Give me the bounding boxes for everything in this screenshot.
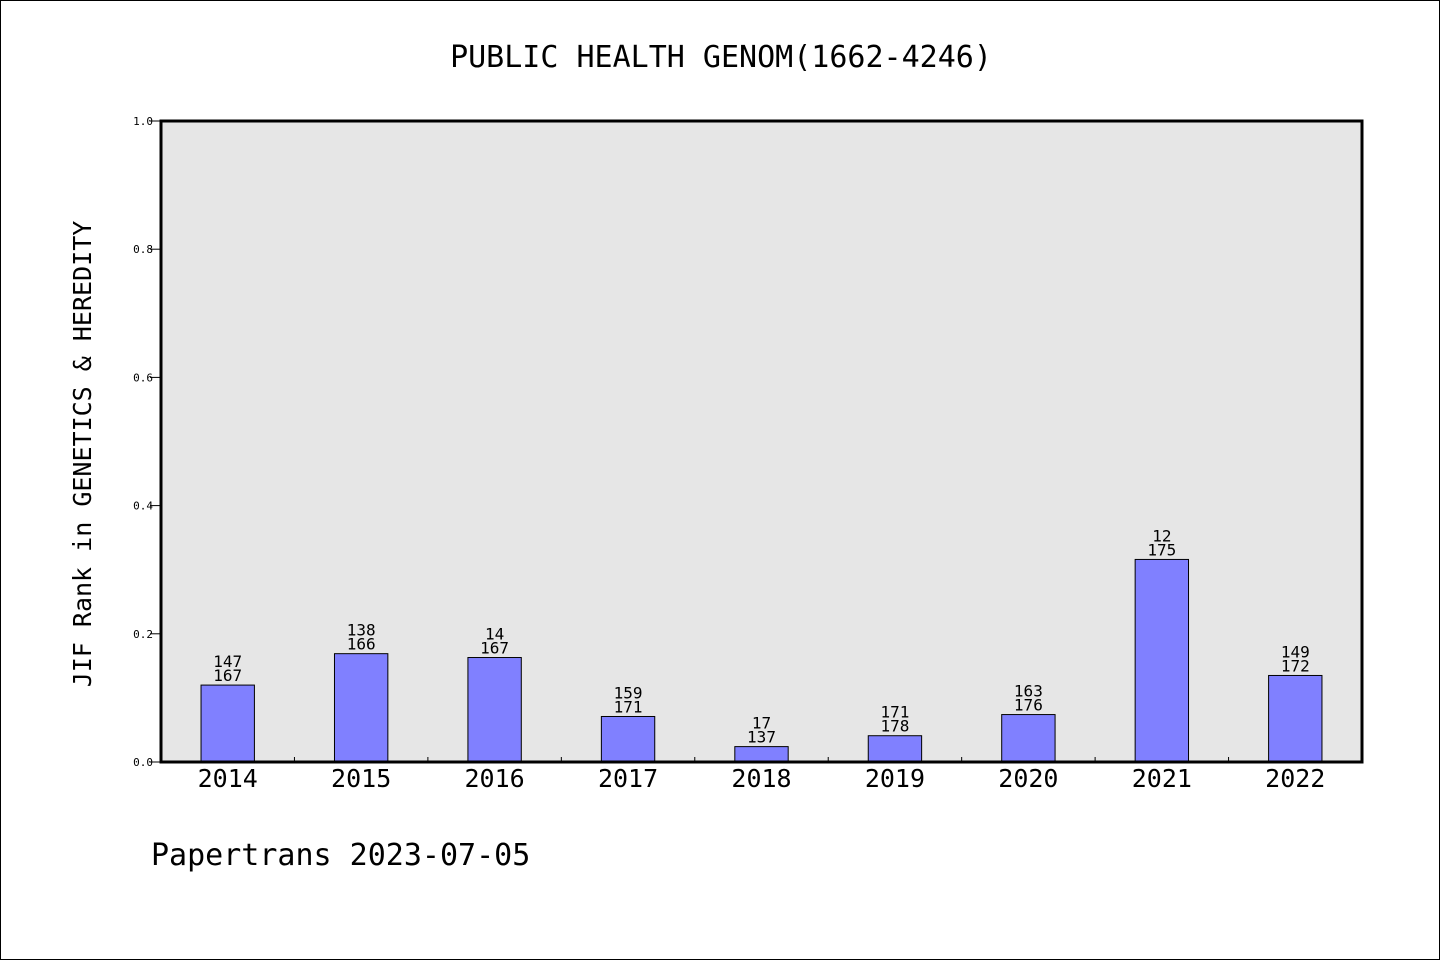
x-tick-label: 2020 <box>998 764 1058 793</box>
footer-text: Papertrans 2023-07-05 <box>151 838 530 873</box>
x-tick-label: 2017 <box>598 764 658 793</box>
x-tick-label: 2014 <box>198 764 258 793</box>
x-tick-label: 2015 <box>331 764 391 793</box>
bar <box>734 746 789 763</box>
data-label-rank: 159 <box>614 683 643 702</box>
x-tick-label: 2018 <box>731 764 791 793</box>
y-axis-label: JIF Rank in GENETICS & HEREDITY <box>68 221 97 688</box>
bar <box>467 657 522 763</box>
y-tick-label: 0.6 <box>133 371 153 384</box>
bar-series <box>200 558 1323 763</box>
bar <box>1001 714 1056 763</box>
plot-frame <box>159 119 1364 764</box>
bar <box>1134 558 1190 763</box>
data-label-rank: 149 <box>1281 642 1310 661</box>
data-label-rank: 171 <box>880 703 909 722</box>
data-label-total: 167 <box>213 666 242 685</box>
bar <box>200 684 255 763</box>
data-label-rank: 138 <box>347 621 376 640</box>
x-tick-label: 2016 <box>465 764 525 793</box>
data-label-rank: 147 <box>213 652 242 671</box>
chart-title: PUBLIC HEALTH GENOM(1662-4246) <box>450 40 992 75</box>
data-label-rank: 17 <box>752 714 771 733</box>
x-axis: 2014 2015 2016 2017 2018 2019 2020 2021 2022 <box>198 757 1325 793</box>
data-label-total: 178 <box>880 717 909 736</box>
data-label-rank: 14 <box>485 625 504 644</box>
bar <box>333 653 389 763</box>
data-label-total: 171 <box>614 697 643 716</box>
bar <box>867 735 923 763</box>
data-label-rank: 12 <box>1152 526 1171 545</box>
data-label-total: 172 <box>1281 656 1310 675</box>
y-tick-label: 0.8 <box>133 243 153 256</box>
data-label-rank: 163 <box>1014 682 1043 701</box>
y-tick-label: 0.0 <box>133 756 153 769</box>
bar <box>600 715 656 763</box>
data-label-total: 137 <box>747 728 776 747</box>
x-tick-label: 2021 <box>1132 764 1192 793</box>
data-label-total: 167 <box>480 639 509 658</box>
bar <box>1268 674 1323 763</box>
x-tick-label: 2022 <box>1265 764 1325 793</box>
data-label-total: 166 <box>347 635 376 654</box>
y-tick-label: 1.0 <box>133 115 153 128</box>
y-tick-label: 0.2 <box>133 628 153 641</box>
y-tick-label: 0.4 <box>133 500 153 513</box>
x-tick-label: 2019 <box>865 764 925 793</box>
data-label-total: 175 <box>1147 540 1176 559</box>
data-label-total: 176 <box>1014 696 1043 715</box>
y-axis: 0.0 0.2 0.4 0.6 0.8 1.0 <box>133 115 161 769</box>
